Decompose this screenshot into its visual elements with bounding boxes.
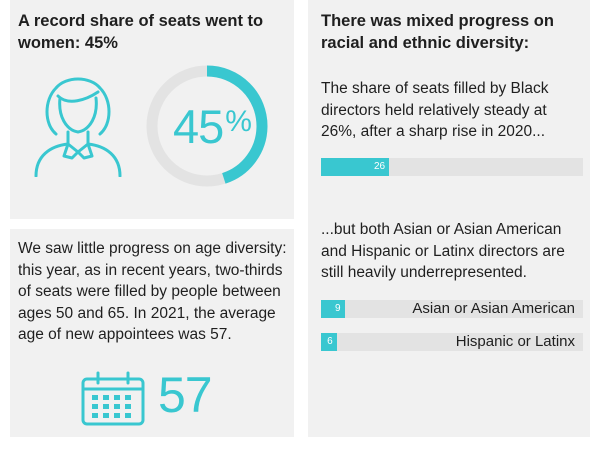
hispanic-directors-bar-label: Hispanic or Latinx	[455, 333, 575, 350]
black-directors-bar: 26	[321, 158, 583, 176]
black-directors-bar-value: 26	[373, 161, 386, 172]
asian-directors-bar-value: 9	[335, 303, 341, 314]
age-diversity-panel: We saw little progress on age diversity:…	[10, 229, 294, 437]
women-share-donut	[146, 65, 268, 187]
average-age-value: 57	[158, 367, 213, 423]
calendar-icon	[80, 371, 146, 432]
racial-diversity-title: There was mixed progress on racial and e…	[321, 12, 554, 52]
asian-directors-bar: 9 Asian or Asian American	[321, 300, 583, 318]
hispanic-directors-bar-fill: 6	[321, 333, 337, 351]
women-share-panel: A record share of seats went to women: 4…	[10, 0, 294, 219]
hispanic-directors-bar: 6 Hispanic or Latinx	[321, 333, 583, 351]
underrepresented-text: ...but both Asian or Asian American and …	[321, 221, 565, 281]
women-share-number: 45	[173, 100, 224, 153]
asian-directors-bar-label: Asian or Asian American	[412, 300, 575, 317]
age-diversity-text: We saw little progress on age diversity:…	[18, 240, 287, 343]
donut-arc	[146, 65, 268, 187]
racial-diversity-panel: There was mixed progress on racial and e…	[308, 0, 590, 437]
women-share-percent-sign: %	[225, 105, 252, 138]
black-directors-bar-fill: 26	[321, 158, 390, 176]
hispanic-directors-bar-value: 6	[327, 336, 333, 347]
women-share-title: A record share of seats went to women: 4…	[18, 12, 264, 52]
woman-icon	[28, 72, 128, 182]
black-directors-text: The share of seats filled by Black direc…	[321, 80, 549, 140]
asian-directors-bar-fill: 9	[321, 300, 345, 318]
women-share-value: 45%	[173, 99, 252, 154]
